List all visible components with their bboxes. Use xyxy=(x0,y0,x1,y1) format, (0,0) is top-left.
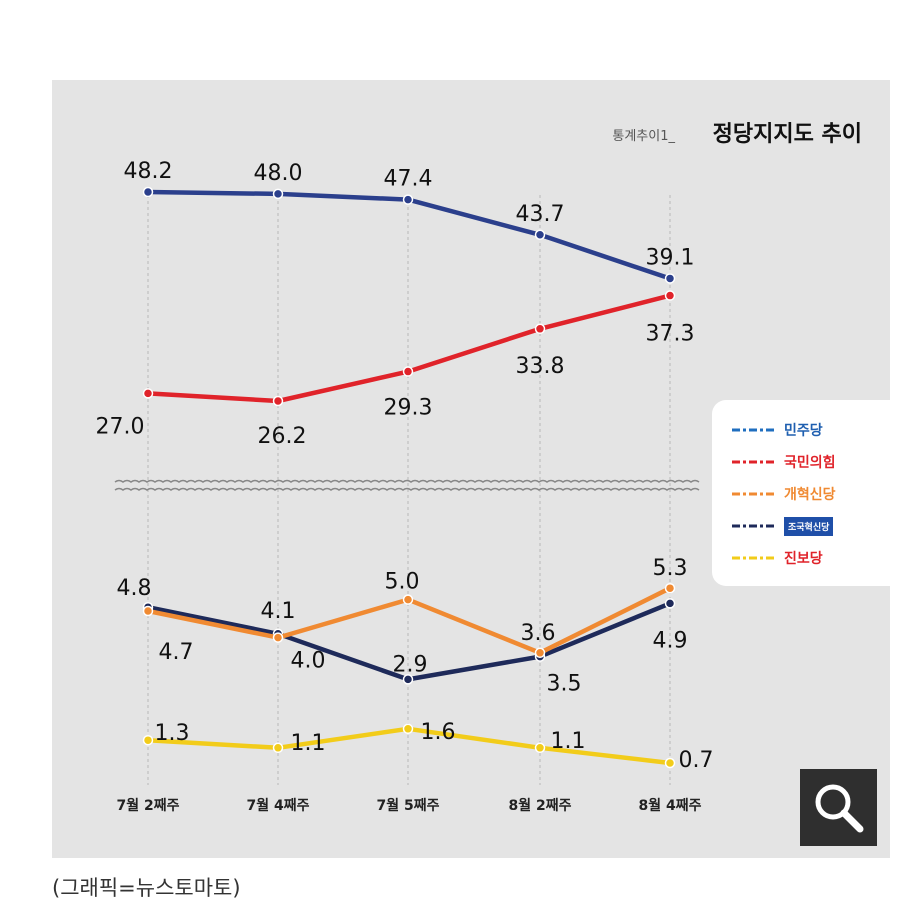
data-label: 4.9 xyxy=(653,628,688,653)
data-label: 1.1 xyxy=(551,729,586,754)
data-label: 3.5 xyxy=(547,672,582,697)
legend-label: 국민의힘 xyxy=(784,455,836,471)
legend-label: 개혁신당 xyxy=(784,487,836,503)
x-tick-label: 7월 4째주 xyxy=(247,797,310,814)
chart-title: 정당지지도 추이 xyxy=(713,122,862,147)
data-point xyxy=(142,734,154,746)
legend-line-icon xyxy=(732,428,774,432)
series-layer xyxy=(142,186,676,769)
data-label: 48.2 xyxy=(124,159,173,184)
data-label: 4.0 xyxy=(291,649,326,674)
data-label: 3.6 xyxy=(521,621,556,646)
data-label: 5.0 xyxy=(385,570,420,595)
zoom-button[interactable] xyxy=(800,769,877,846)
data-point xyxy=(402,723,414,735)
axis-break-line-0 xyxy=(114,479,700,483)
legend-line-icon xyxy=(732,524,774,528)
data-point xyxy=(272,188,284,200)
x-tick-labels: 7월 2째주 7월 4째주 7월 5째주 8월 2째주 8월 4째주 xyxy=(117,797,702,814)
data-label: 37.3 xyxy=(646,322,695,347)
legend-item-rebuilding: 조국혁신당 xyxy=(732,514,834,538)
chart-title-prefix: 통계추이1_ xyxy=(612,129,675,144)
x-tick-label: 8월 2째주 xyxy=(509,797,572,814)
data-point xyxy=(272,742,284,754)
series-line-0 xyxy=(147,189,671,281)
legend-line-icon xyxy=(732,460,774,464)
data-label: 47.4 xyxy=(384,167,433,192)
legend: 민주당 국민의힘 개혁신당 조국혁신당 진보당 xyxy=(712,400,890,586)
data-point xyxy=(664,598,676,609)
legend-item-reform: 개혁신당 xyxy=(732,482,836,506)
data-label: 43.7 xyxy=(516,202,565,227)
data-label: 0.7 xyxy=(679,748,714,773)
data-point xyxy=(142,186,154,198)
data-label: 27.0 xyxy=(96,414,145,439)
data-point xyxy=(664,757,676,769)
data-label: 4.7 xyxy=(159,640,194,665)
data-point xyxy=(402,194,414,205)
legend-label: 조국혁신당 xyxy=(784,516,834,536)
series-line-1 xyxy=(147,293,671,404)
data-label: 2.9 xyxy=(393,652,428,677)
data-label: 33.8 xyxy=(516,354,565,379)
x-tick-label: 8월 4째주 xyxy=(639,797,702,814)
data-label: 4.1 xyxy=(261,599,296,624)
data-point xyxy=(272,395,284,407)
data-point xyxy=(142,605,154,617)
legend-item-ppp: 국민의힘 xyxy=(732,450,836,474)
magnifier-icon xyxy=(815,784,864,833)
axis-break xyxy=(114,479,700,491)
x-tick-label: 7월 5째주 xyxy=(377,797,440,814)
data-point xyxy=(272,632,284,643)
legend-item-progressive: 진보당 xyxy=(732,546,823,570)
data-point xyxy=(402,594,414,605)
data-point xyxy=(664,582,676,594)
data-point xyxy=(402,674,414,685)
data-label: 1.6 xyxy=(421,720,456,745)
legend-line-icon xyxy=(732,492,774,496)
data-label: 1.3 xyxy=(155,721,190,746)
data-label: 39.1 xyxy=(646,245,695,270)
data-point xyxy=(402,366,414,377)
data-label: 29.3 xyxy=(384,396,433,421)
legend-item-democratic: 민주당 xyxy=(732,418,823,442)
legend-label: 진보당 xyxy=(784,551,823,567)
data-labels: 48.2 48.0 47.4 43.7 39.1 27.0 26.2 29.3 33.8 37.3… xyxy=(96,159,714,773)
legend-line-icon xyxy=(732,556,774,560)
data-point xyxy=(664,273,676,284)
data-label: 26.2 xyxy=(258,424,307,449)
data-point xyxy=(664,290,676,301)
data-point xyxy=(534,742,546,754)
axis-break-line-1 xyxy=(114,487,700,491)
data-label: 4.8 xyxy=(117,576,152,601)
legend-label: 민주당 xyxy=(784,423,823,439)
x-tick-label: 7월 2째주 xyxy=(117,797,180,814)
data-label: 1.1 xyxy=(291,731,326,756)
data-point xyxy=(142,388,154,399)
source-caption: (그래픽=뉴스토마토) xyxy=(52,876,241,900)
data-point xyxy=(534,323,546,335)
data-point xyxy=(534,229,546,240)
data-label: 48.0 xyxy=(254,161,303,186)
data-point xyxy=(534,647,546,659)
data-label: 5.3 xyxy=(653,556,688,581)
